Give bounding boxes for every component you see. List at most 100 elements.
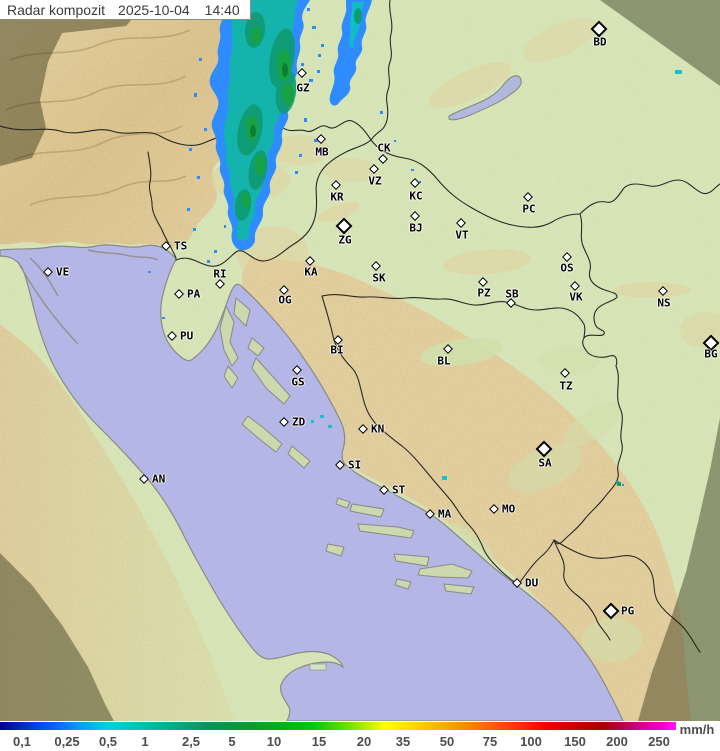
legend-tick-10: 10: [266, 734, 282, 749]
radar-map: BD GZ MB CK VZ KR KC PC BJ VT ZG TS VE RI KA SK OS PA OG PZ…: [0, 0, 720, 721]
legend-tick-5: 5: [228, 734, 236, 749]
station-marker-KN: [358, 424, 368, 434]
station-marker-GZ: [297, 68, 307, 78]
station-label-PC: PC: [522, 202, 536, 216]
station-label-KR: KR: [330, 190, 344, 204]
station-label-BI: BI: [330, 343, 344, 357]
station-marker-SI: [335, 460, 345, 470]
legend-tick-0,5: 0,5: [98, 734, 118, 749]
station-marker-CK: [378, 154, 388, 164]
station-marker-AN: [139, 474, 149, 484]
legend-tick-2,5: 2,5: [181, 734, 201, 749]
legend-tick-250: 250: [648, 734, 670, 749]
station-marker-MA: [425, 509, 435, 519]
legend-tick-150: 150: [564, 734, 586, 749]
station-label-KA: KA: [304, 265, 318, 279]
station-label-MB: MB: [315, 145, 329, 159]
product-date: 2025-10-04: [118, 1, 190, 18]
station-marker-PA: [174, 289, 184, 299]
station-marker-KA: [305, 256, 315, 266]
station-marker-VT: [456, 218, 466, 228]
station-marker-TS: [161, 241, 171, 251]
legend-tick-50: 50: [439, 734, 455, 749]
legend-tick-0,25: 0,25: [54, 734, 80, 749]
station-marker-VZ: [369, 164, 379, 174]
station-label-PG: PG: [621, 604, 635, 618]
station-label-PZ: PZ: [477, 286, 491, 300]
station-label-TZ: TZ: [559, 379, 573, 393]
station-label-VT: VT: [455, 228, 469, 242]
station-marker-GS: [292, 365, 302, 375]
radar-range-shade-layer: [0, 0, 720, 721]
legend-tick-35: 35: [395, 734, 411, 749]
legend-tick-15: 15: [311, 734, 327, 749]
station-label-ZD: ZD: [292, 415, 306, 429]
station-label-SK: SK: [372, 271, 386, 285]
station-label-VZ: VZ: [368, 174, 382, 188]
station-label-OG: OG: [278, 293, 292, 307]
basemap: [0, 0, 720, 721]
station-marker-PZ: [478, 277, 488, 287]
station-marker-MB: [316, 134, 326, 144]
legend-tick-1: 1: [141, 734, 149, 749]
station-label-MA: MA: [438, 507, 452, 521]
station-label-DU: DU: [525, 576, 539, 590]
station-label-AN: AN: [152, 472, 166, 486]
radar-echo-layer: [148, 0, 682, 486]
station-marker-RI: [215, 279, 225, 289]
station-label-CK: CK: [377, 141, 391, 155]
stations-layer: BD GZ MB CK VZ KR KC PC BJ VT ZG TS VE RI KA SK OS PA OG PZ…: [43, 20, 720, 620]
legend-tick-100: 100: [520, 734, 542, 749]
station-marker-DU: [512, 578, 522, 588]
station-label-NS: NS: [657, 296, 671, 310]
station-marker-BJ: [410, 211, 420, 221]
station-label-VK: VK: [569, 290, 583, 304]
station-marker-KC: [410, 178, 420, 188]
station-label-BJ: BJ: [409, 221, 423, 235]
station-marker-SK: [371, 261, 381, 271]
station-label-SB: SB: [505, 287, 519, 301]
station-label-OS: OS: [560, 261, 574, 275]
station-marker-BL: [443, 344, 453, 354]
station-marker-ZG: [335, 217, 353, 235]
station-marker-SA: [535, 440, 553, 458]
station-label-BL: BL: [437, 354, 451, 368]
product-title: Radar kompozit: [7, 1, 106, 18]
station-marker-ZD: [279, 417, 289, 427]
station-marker-TZ: [560, 368, 570, 378]
station-label-ST: ST: [392, 483, 406, 497]
station-label-PU: PU: [180, 329, 194, 343]
legend-tick-0,1: 0,1: [12, 734, 32, 749]
legend-colorbar: [0, 722, 676, 730]
station-label-VE: VE: [56, 265, 70, 279]
station-marker-PG: [602, 602, 620, 620]
legend-tick-20: 20: [356, 734, 372, 749]
station-label-KC: KC: [409, 189, 423, 203]
station-label-ZG: ZG: [338, 233, 352, 247]
station-label-RI: RI: [213, 267, 227, 281]
product-time: 14:40: [204, 1, 240, 18]
station-marker-VK: [570, 281, 580, 291]
islands-layer: [219, 297, 475, 595]
terrain-layer: [0, 0, 720, 721]
station-marker-ST: [379, 485, 389, 495]
legend-ticks: 0,1 0,25 0,5 1 2,5 5 10 15 20 35 50 75 100 150 200 250: [0, 733, 720, 751]
station-label-MO: MO: [502, 502, 516, 516]
station-label-BD: BD: [593, 35, 607, 49]
lake-balaton: [448, 75, 522, 121]
station-label-SA: SA: [538, 456, 552, 470]
station-label-TS: TS: [174, 239, 188, 253]
sea-layer: [0, 244, 624, 721]
station-marker-PC: [523, 192, 533, 202]
station-label-PA: PA: [187, 287, 201, 301]
station-label-SI: SI: [348, 458, 362, 472]
station-marker-MO: [489, 504, 499, 514]
borders-layer: [0, 0, 720, 653]
station-label-BG: BG: [704, 347, 718, 361]
legend-tick-75: 75: [482, 734, 498, 749]
station-label-KN: KN: [371, 422, 385, 436]
station-marker-VE: [43, 267, 53, 277]
intensity-legend: 0,1 0,25 0,5 1 2,5 5 10 15 20 35 50 75 100 150 200 250 …: [0, 721, 720, 751]
titlebar: Radar kompozit 2025-10-04 14:40: [0, 0, 251, 20]
